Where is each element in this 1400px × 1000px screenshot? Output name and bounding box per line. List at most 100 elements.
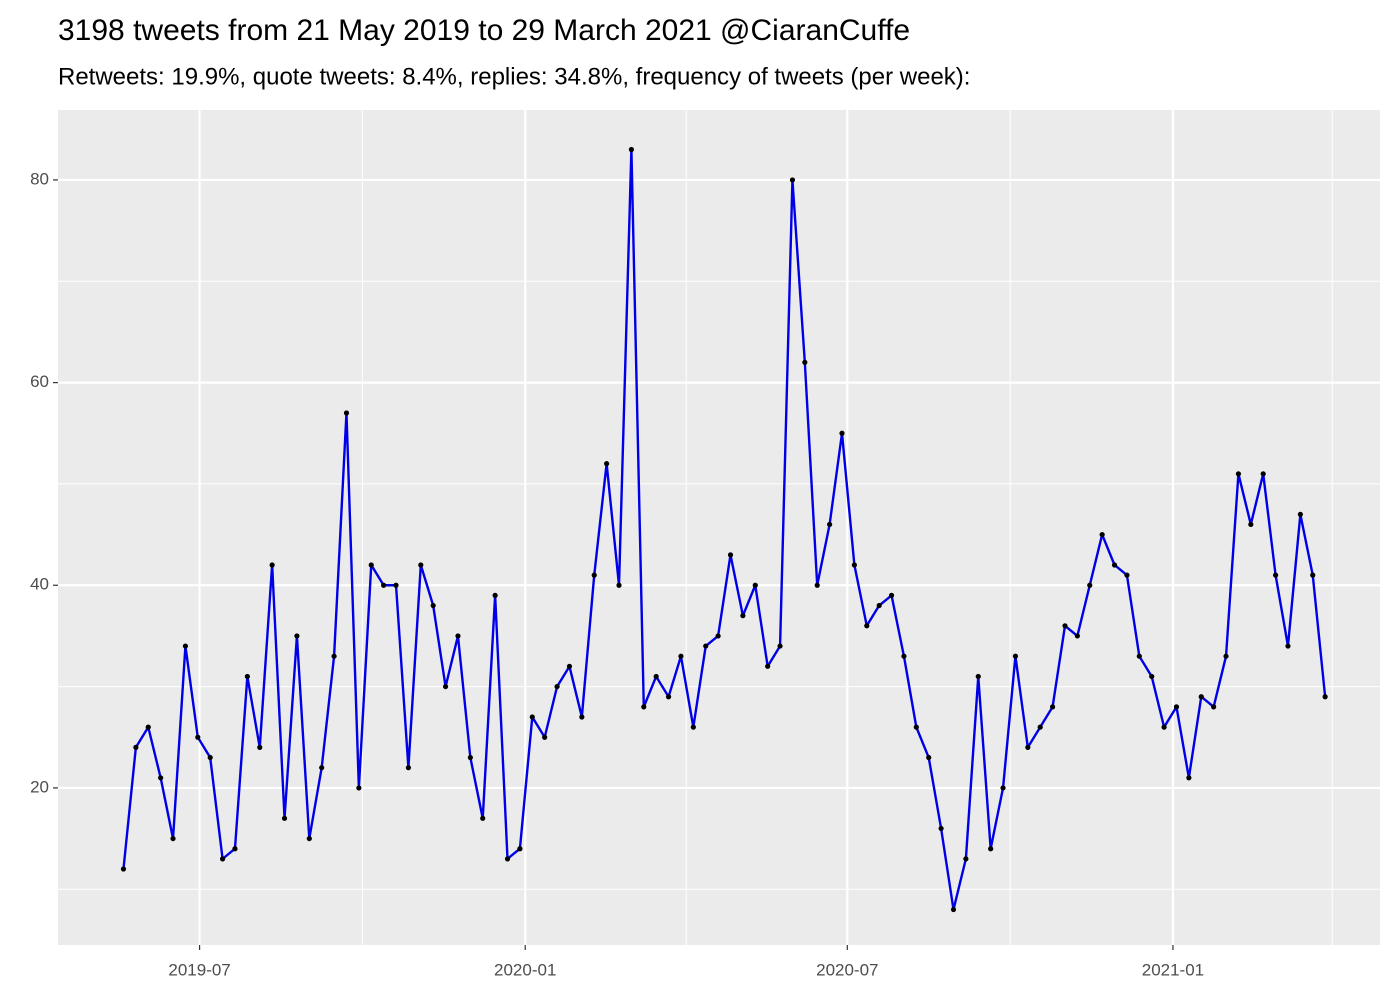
point: [145, 724, 151, 730]
point: [975, 673, 981, 680]
point: [1025, 744, 1031, 750]
point: [405, 765, 412, 771]
x-tick-label: 2019-07: [168, 960, 230, 979]
point: [988, 846, 994, 852]
point: [133, 744, 139, 750]
point: [343, 410, 350, 416]
point: [1000, 785, 1006, 791]
point: [665, 694, 672, 700]
point: [566, 663, 573, 669]
point: [1062, 623, 1068, 629]
point: [207, 754, 213, 761]
point: [182, 643, 189, 649]
y-tick-label: 20: [30, 777, 49, 796]
point: [356, 785, 362, 791]
point: [170, 835, 176, 842]
point: [430, 602, 436, 609]
point: [926, 754, 932, 761]
point: [901, 653, 907, 659]
point: [219, 856, 226, 862]
point: [529, 714, 535, 720]
point: [1322, 694, 1328, 700]
point: [1012, 653, 1019, 659]
point: [616, 582, 622, 588]
point: [554, 683, 560, 690]
point: [678, 653, 684, 659]
point: [244, 673, 250, 680]
point: [504, 856, 511, 862]
point: [467, 754, 473, 761]
point: [492, 592, 498, 598]
point: [740, 613, 746, 619]
point: [814, 582, 820, 588]
point: [418, 562, 424, 568]
point: [455, 633, 461, 639]
x-tick-label: 2021-01: [1142, 960, 1204, 979]
point: [839, 430, 845, 436]
point: [653, 673, 659, 680]
point: [257, 744, 263, 750]
point: [1285, 643, 1291, 649]
point: [876, 602, 882, 609]
chart-title: 3198 tweets from 21 May 2019 to 29 March…: [58, 14, 910, 47]
point: [480, 815, 486, 821]
point: [306, 835, 312, 842]
line: [122, 148, 1327, 911]
point: [827, 521, 833, 528]
point: [1111, 562, 1118, 568]
point: [715, 633, 721, 639]
point: [579, 714, 585, 720]
point: [1037, 724, 1043, 730]
point: [913, 724, 919, 730]
point: [727, 552, 734, 558]
point: [777, 643, 783, 649]
x-tick-label: 2020-01: [494, 960, 556, 979]
point: [331, 653, 337, 659]
point: [789, 177, 796, 183]
point: [851, 562, 857, 568]
point: [368, 562, 374, 568]
x-tick-label: 2020-07: [816, 960, 878, 979]
point: [195, 734, 201, 740]
point: [1173, 704, 1180, 710]
point: [1272, 572, 1279, 578]
point: [542, 734, 548, 740]
chart-subtitle: Retweets: 19.9%, quote tweets: 8.4%, rep…: [58, 63, 970, 90]
y-tick-label: 80: [30, 169, 49, 188]
point: [158, 775, 164, 781]
point: [1211, 704, 1217, 710]
point: [752, 582, 758, 588]
point: [1248, 521, 1254, 528]
point: [703, 643, 709, 649]
point: [604, 461, 610, 467]
point: [1087, 582, 1093, 588]
point: [950, 906, 957, 913]
point: [1136, 653, 1142, 659]
point: [1049, 704, 1056, 710]
point: [1099, 531, 1105, 538]
point: [1124, 572, 1130, 578]
point: [641, 704, 647, 710]
plot-panel: [58, 110, 1380, 945]
point: [802, 359, 808, 365]
point: [1223, 653, 1229, 659]
point: [591, 572, 597, 578]
point: [232, 846, 238, 852]
point: [1161, 724, 1167, 730]
point: [1260, 471, 1266, 477]
point: [517, 846, 523, 852]
point: [888, 592, 895, 598]
point: [294, 633, 300, 639]
point: [319, 765, 325, 771]
point: [281, 815, 288, 821]
point: [1297, 511, 1303, 517]
point: [442, 683, 449, 690]
y-tick-label: 40: [30, 575, 49, 594]
point: [1235, 471, 1242, 477]
point: [1198, 694, 1204, 700]
point: [765, 663, 771, 669]
point: [269, 562, 275, 568]
point: [393, 582, 399, 588]
point: [628, 146, 634, 153]
